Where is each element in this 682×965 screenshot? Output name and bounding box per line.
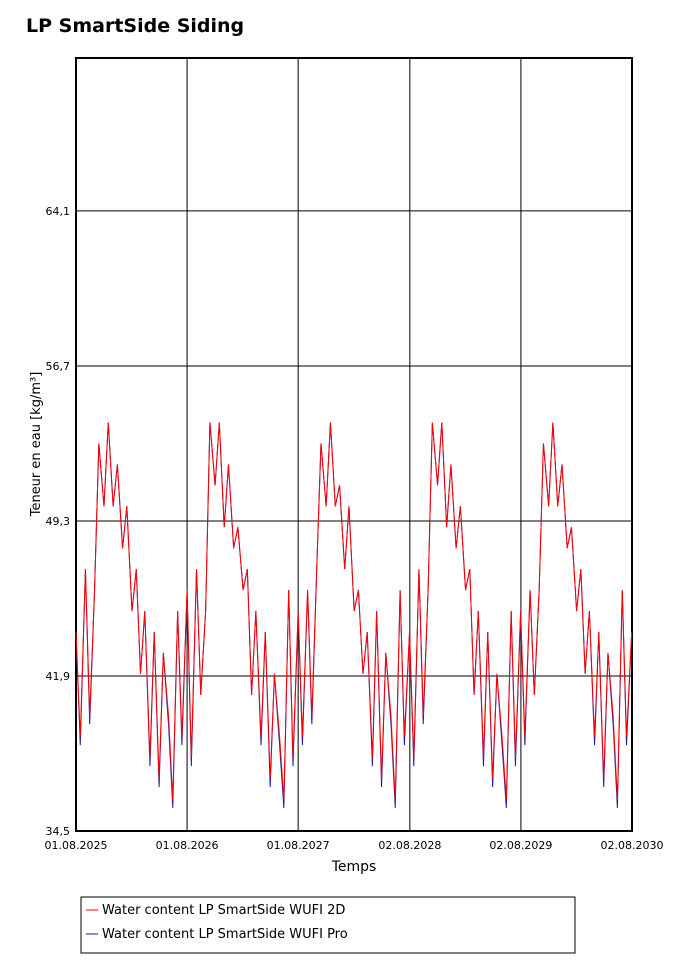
- y-tick-label: 34,5: [46, 825, 71, 838]
- data-line: [75, 422, 633, 808]
- x-tick-label: 01.08.2027: [267, 839, 330, 852]
- y-axis-label: Teneur en eau [kg/m³]: [29, 372, 44, 518]
- chart-title: LP SmartSide Siding: [26, 15, 244, 37]
- y-tick-label: 64,1: [46, 205, 71, 218]
- y-tick-label: 56,7: [46, 360, 71, 373]
- legend-label: Water content LP SmartSide WUFI 2D: [102, 903, 345, 918]
- legend-box: [80, 896, 576, 954]
- legend-label: Water content LP SmartSide WUFI Pro: [102, 927, 348, 942]
- x-tick-label: 02.08.2028: [378, 839, 441, 852]
- data-line: [75, 422, 633, 800]
- x-axis-label: Temps: [331, 859, 377, 875]
- x-tick-label: 02.08.2030: [601, 839, 664, 852]
- x-tick-label: 01.08.2025: [45, 839, 108, 852]
- y-tick-label: 49,3: [46, 515, 71, 528]
- x-tick-label: 01.08.2026: [156, 839, 219, 852]
- y-tick-label: 41,9: [46, 670, 71, 683]
- plot-frame: [75, 57, 633, 832]
- x-tick-label: 02.08.2029: [489, 839, 552, 852]
